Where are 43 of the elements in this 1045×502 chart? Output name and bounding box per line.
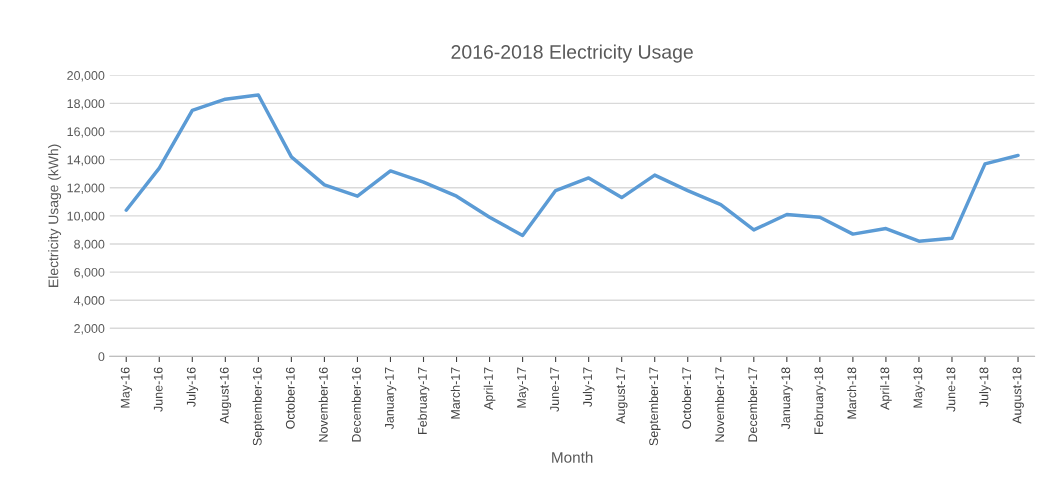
line-series <box>124 93 1020 243</box>
y-tick-label: 20,000 <box>67 71 105 82</box>
x-tick-label: August-16 <box>219 367 232 424</box>
x-tick-label: July-16 <box>186 367 199 407</box>
x-tick-label: January-17 <box>385 367 397 430</box>
x-tick-label: September-17 <box>648 367 661 446</box>
y-tick-label: 14,000 <box>67 155 105 166</box>
x-tick-label: October-17 <box>681 367 692 429</box>
chart-title: 2016-2018 Electricity Usage <box>451 44 693 63</box>
y-tick-label: 4,000 <box>73 296 105 307</box>
x-tick-label: August-18 <box>1012 367 1024 424</box>
y-tick-label: 10,000 <box>67 211 105 222</box>
x-tick-label: March-18 <box>847 367 857 419</box>
x-tick-label: May-17 <box>517 367 529 408</box>
x-tick-label: May-18 <box>913 367 925 408</box>
x-tick-label: July-17 <box>582 367 595 407</box>
x-tick-label: June-16 <box>153 367 163 412</box>
x-tick-label: December-16 <box>351 367 361 442</box>
x-tick-label: November-16 <box>318 367 328 442</box>
x-tick-label: December-17 <box>747 367 758 442</box>
y-tick-label: 8,000 <box>74 239 105 251</box>
x-tick-label: April-18 <box>880 367 892 410</box>
x-tick-label: January-18 <box>781 367 793 430</box>
y-tick-label: 6,000 <box>74 267 105 279</box>
x-tick-label: July-18 <box>979 367 991 407</box>
x-tick-label: February-17 <box>417 367 430 434</box>
x-axis-title: Month <box>552 451 593 463</box>
x-tick-label: June-17 <box>550 367 559 412</box>
x-tick-label: August-17 <box>616 367 628 424</box>
y-tick-label: 16,000 <box>67 127 105 138</box>
x-tick-label: April-17 <box>483 367 496 410</box>
y-tick-label: 0 <box>98 352 105 362</box>
x-tick-label: November-17 <box>714 367 725 442</box>
x-tick-label: October-16 <box>285 367 295 429</box>
y-axis-title: Electricity Usage (kWh) <box>48 144 62 287</box>
y-tick-label: 2,000 <box>74 324 105 335</box>
y-tick-label: 18,000 <box>67 99 105 110</box>
x-tick-label: February-18 <box>814 367 826 434</box>
x-tick-label: September-16 <box>252 367 265 446</box>
x-tick-label: June-18 <box>946 367 956 412</box>
x-tick-label: March-17 <box>450 367 460 419</box>
y-tick-label: 12,000 <box>67 183 105 194</box>
x-tick-label: May-16 <box>120 367 133 408</box>
